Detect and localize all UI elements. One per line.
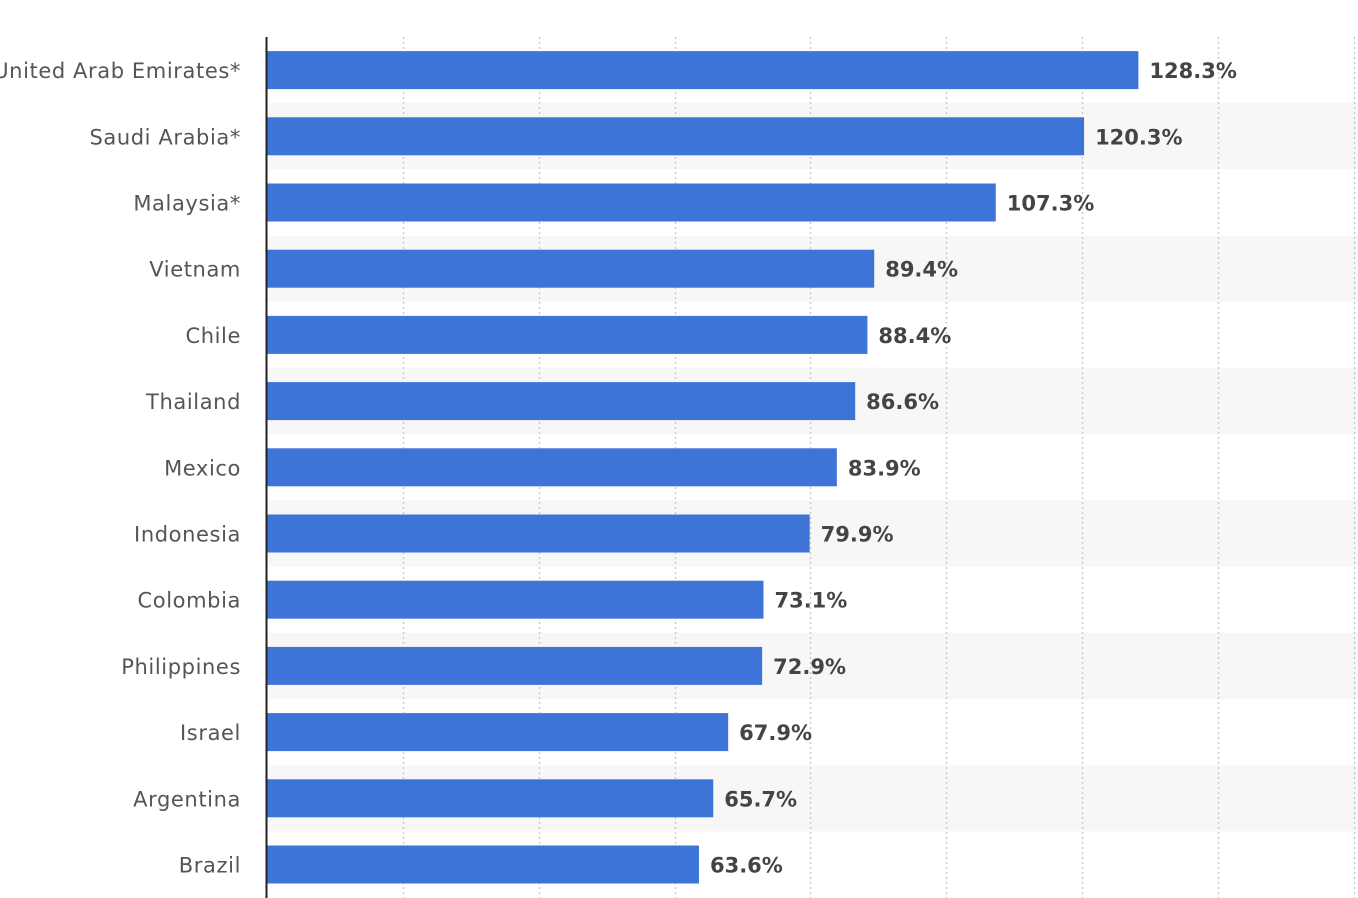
category-label: Indonesia bbox=[134, 523, 241, 547]
bar bbox=[267, 646, 763, 685]
bars bbox=[267, 51, 1139, 884]
bar bbox=[267, 713, 729, 752]
bar bbox=[267, 315, 868, 354]
category-labels: United Arab Emirates* Saudi Arabia* Malays… bbox=[0, 59, 241, 878]
value-label: 88.4% bbox=[878, 324, 951, 348]
bar bbox=[267, 249, 875, 288]
category-label: United Arab Emirates* bbox=[0, 59, 241, 83]
bar bbox=[267, 514, 810, 553]
category-label: Colombia bbox=[138, 589, 241, 613]
category-label: Mexico bbox=[164, 456, 241, 480]
category-label: Chile bbox=[185, 324, 241, 348]
value-label: 120.3% bbox=[1095, 125, 1182, 149]
bar bbox=[267, 580, 764, 619]
category-label: Malaysia* bbox=[133, 192, 241, 216]
value-label: 89.4% bbox=[885, 258, 958, 282]
value-label: 79.9% bbox=[821, 523, 894, 547]
category-label: Israel bbox=[180, 721, 241, 745]
value-label: 107.3% bbox=[1007, 192, 1094, 216]
category-label: Brazil bbox=[179, 854, 241, 878]
value-label: 83.9% bbox=[848, 456, 921, 480]
category-label: Thailand bbox=[145, 390, 241, 414]
value-label: 72.9% bbox=[773, 655, 846, 679]
bar bbox=[267, 845, 699, 884]
bar bbox=[267, 51, 1139, 90]
value-label: 128.3% bbox=[1149, 59, 1236, 83]
bar bbox=[267, 448, 837, 487]
value-label: 73.1% bbox=[774, 589, 847, 613]
bar bbox=[267, 117, 1085, 156]
bar bbox=[267, 779, 714, 818]
category-label: Argentina bbox=[133, 787, 241, 811]
category-label: Saudi Arabia* bbox=[89, 125, 241, 149]
value-label: 65.7% bbox=[724, 787, 797, 811]
value-label: 67.9% bbox=[739, 721, 812, 745]
category-label: Philippines bbox=[121, 655, 241, 679]
category-label: Vietnam bbox=[149, 258, 241, 282]
value-label: 63.6% bbox=[710, 854, 783, 878]
bar bbox=[267, 183, 996, 222]
value-labels: 128.3% 120.3% 107.3% 89.4% 88.4% 86.6% 83.9% 79… bbox=[710, 59, 1237, 877]
bar bbox=[267, 382, 856, 421]
value-label: 86.6% bbox=[866, 390, 939, 414]
